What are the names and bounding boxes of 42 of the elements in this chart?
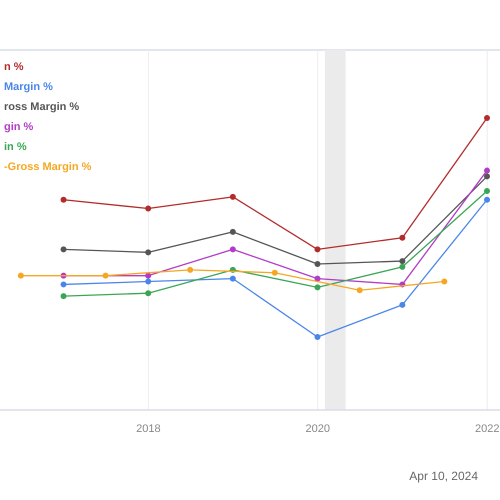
point <box>272 270 278 276</box>
point <box>314 261 320 267</box>
x-tick-label: 2020 <box>305 423 330 435</box>
point <box>314 334 320 340</box>
point <box>484 188 490 194</box>
point <box>60 293 67 300</box>
point <box>230 246 236 252</box>
text: -Gross Margin % <box>4 161 92 173</box>
point <box>399 264 406 270</box>
text: n % <box>4 61 24 73</box>
text: gin % <box>4 121 34 133</box>
point <box>187 266 194 273</box>
point <box>230 228 236 235</box>
text: ross Margin % <box>4 101 80 113</box>
point <box>145 290 152 296</box>
point <box>484 196 490 203</box>
x-tick-label: 2018 <box>136 423 161 435</box>
point <box>230 194 236 200</box>
point <box>484 115 490 121</box>
point <box>18 272 24 279</box>
point <box>399 258 406 264</box>
x-tick-label: 2022 <box>475 423 500 435</box>
point <box>356 287 363 294</box>
point <box>145 206 152 212</box>
point <box>399 234 406 241</box>
point <box>60 246 67 252</box>
text: Apr 10, 2024 <box>409 469 478 483</box>
point <box>484 168 490 174</box>
point <box>60 281 67 288</box>
point <box>484 173 490 180</box>
point <box>145 249 152 256</box>
point <box>314 284 320 290</box>
point <box>60 196 67 203</box>
point <box>314 246 320 252</box>
point <box>230 276 236 282</box>
point <box>441 278 448 285</box>
text: in % <box>4 141 27 153</box>
point <box>145 278 152 285</box>
point <box>102 272 109 279</box>
point <box>314 276 320 282</box>
text: Margin % <box>4 81 54 93</box>
point <box>399 302 406 308</box>
